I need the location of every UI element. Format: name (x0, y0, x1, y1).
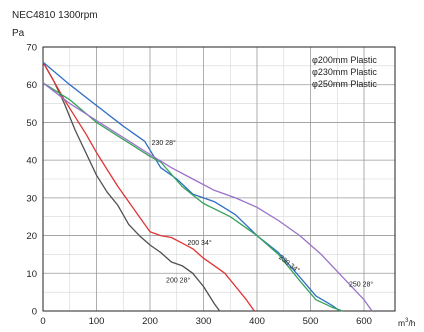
x-axis-label-base: m (398, 318, 405, 328)
x-tick-label: 600 (356, 316, 372, 327)
y-tick-label: 70 (26, 43, 37, 54)
x-tick-label: 400 (249, 316, 265, 327)
curve-annotation: 250 28° (349, 280, 373, 288)
curve-annotation: 230 34° (277, 253, 301, 274)
y-axis-label: Pa (12, 28, 25, 39)
legend-entry-230: φ230mm Plastic (312, 67, 377, 77)
grid (43, 47, 395, 311)
curve-annotation: 230 28° (152, 139, 176, 147)
curve-annotation: 200 28° (166, 277, 190, 285)
series-line-3 (42, 82, 343, 312)
chart-title: NEC4810 1300rpm (12, 10, 98, 21)
series-line-4 (42, 82, 373, 312)
legend-entry-200: φ200mm Plastic (312, 55, 377, 65)
curve-annotations: 230 28° 200 34° 230 34° 200 28° 250 28° (152, 139, 374, 288)
x-axis-label-sup: 3 (405, 318, 409, 324)
y-tick-label: 40 (26, 156, 37, 167)
y-tick-label: 0 (32, 307, 37, 318)
x-axis-label-tail: /h (408, 318, 415, 328)
y-tick-label: 10 (26, 269, 37, 280)
x-tick-label: 100 (89, 316, 105, 327)
x-tick-label: 500 (303, 316, 319, 327)
x-tick-label: 300 (196, 316, 212, 327)
legend-entry-250: φ250mm Plastic (312, 79, 377, 89)
y-tick-label: 30 (26, 193, 37, 204)
series-line-0 (42, 61, 221, 312)
y-tick-label: 60 (26, 80, 37, 91)
axis-ticks: 0 100 200 300 400 500 600 0 10 20 30 40 50 60 70 (26, 43, 372, 328)
legend: φ200mm Plastic φ230mm Plastic φ250mm Pla… (312, 55, 377, 89)
x-axis-label: m3/h (398, 318, 416, 328)
series-line-1 (42, 61, 255, 312)
x-tick-label: 0 (40, 316, 45, 327)
series-line-2 (42, 61, 341, 312)
x-tick-label: 200 (142, 316, 158, 327)
y-tick-label: 50 (26, 118, 37, 129)
curve-annotation: 200 34° (187, 239, 211, 247)
series-group (42, 61, 373, 312)
y-tick-label: 20 (26, 231, 37, 242)
